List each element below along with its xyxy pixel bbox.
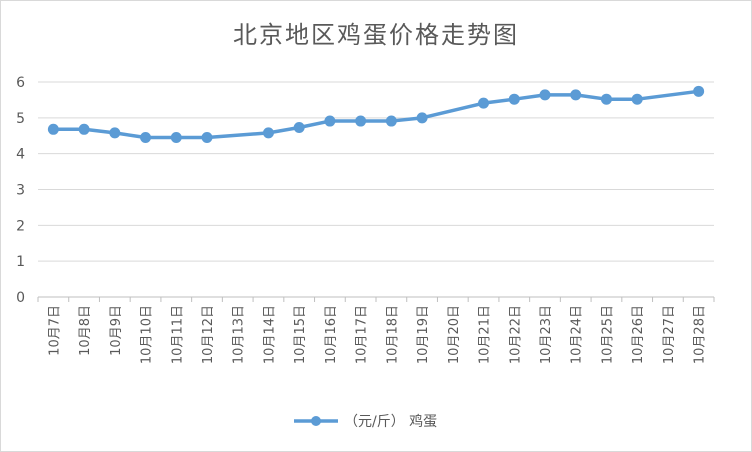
x-tick-label: 10月25日 bbox=[600, 305, 615, 364]
x-tick-label: 10月8日 bbox=[78, 305, 93, 356]
x-tick-label: 10月21日 bbox=[478, 305, 493, 364]
data-point bbox=[385, 115, 397, 127]
x-tick-label: 10月10日 bbox=[140, 305, 155, 364]
y-tick-label: 2 bbox=[16, 218, 25, 234]
data-point bbox=[539, 89, 551, 101]
x-tick-label: 10月11日 bbox=[170, 305, 185, 364]
legend-label: （元/斤） 鸡蛋 bbox=[344, 413, 437, 430]
x-tick-label: 10月23日 bbox=[539, 305, 554, 364]
y-tick-label: 6 bbox=[16, 75, 25, 91]
x-tick-label: 10月9日 bbox=[109, 305, 124, 356]
data-point bbox=[508, 93, 520, 105]
y-tick-label: 3 bbox=[16, 183, 25, 199]
x-tick-label: 10月7日 bbox=[47, 305, 62, 356]
data-point bbox=[293, 122, 305, 134]
data-point bbox=[47, 123, 59, 135]
x-tick-label: 10月24日 bbox=[570, 305, 585, 364]
data-point bbox=[140, 132, 152, 144]
data-point bbox=[478, 97, 490, 109]
x-tick-label: 10月22日 bbox=[508, 305, 523, 364]
y-tick-label: 1 bbox=[16, 254, 25, 270]
data-point bbox=[600, 93, 612, 105]
x-tick-label: 10月18日 bbox=[385, 305, 400, 364]
x-tick-label: 10月14日 bbox=[262, 305, 277, 364]
x-tick-label: 10月26日 bbox=[631, 305, 646, 364]
x-tick-label: 10月12日 bbox=[201, 305, 216, 364]
x-tick-label: 10月27日 bbox=[662, 305, 677, 364]
x-tick-label: 10月13日 bbox=[232, 305, 247, 364]
data-point bbox=[109, 127, 121, 139]
x-tick-label: 10月15日 bbox=[293, 305, 308, 364]
y-tick-label: 0 bbox=[16, 290, 25, 306]
chart-title: 北京地区鸡蛋价格走势图 bbox=[233, 21, 519, 49]
legend-marker bbox=[311, 416, 321, 426]
x-tick-label: 10月17日 bbox=[355, 305, 370, 364]
y-tick-label: 4 bbox=[16, 147, 25, 163]
x-tick-label: 10月19日 bbox=[416, 305, 431, 364]
data-point bbox=[262, 127, 274, 139]
data-point bbox=[693, 85, 705, 97]
data-point bbox=[631, 93, 643, 105]
data-point bbox=[201, 132, 213, 144]
data-point bbox=[416, 112, 428, 124]
data-point bbox=[570, 89, 582, 101]
y-tick-label: 5 bbox=[16, 111, 25, 127]
data-point bbox=[78, 123, 90, 135]
x-tick-label: 10月20日 bbox=[447, 305, 462, 364]
x-tick-label: 10月28日 bbox=[693, 305, 708, 364]
data-point bbox=[324, 115, 336, 127]
data-point bbox=[355, 115, 367, 127]
data-point bbox=[170, 132, 182, 144]
x-tick-label: 10月16日 bbox=[324, 305, 339, 364]
